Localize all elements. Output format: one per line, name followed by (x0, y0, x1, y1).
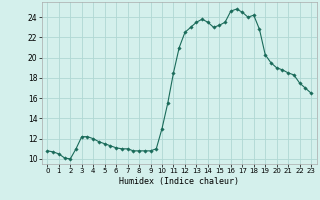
X-axis label: Humidex (Indice chaleur): Humidex (Indice chaleur) (119, 177, 239, 186)
